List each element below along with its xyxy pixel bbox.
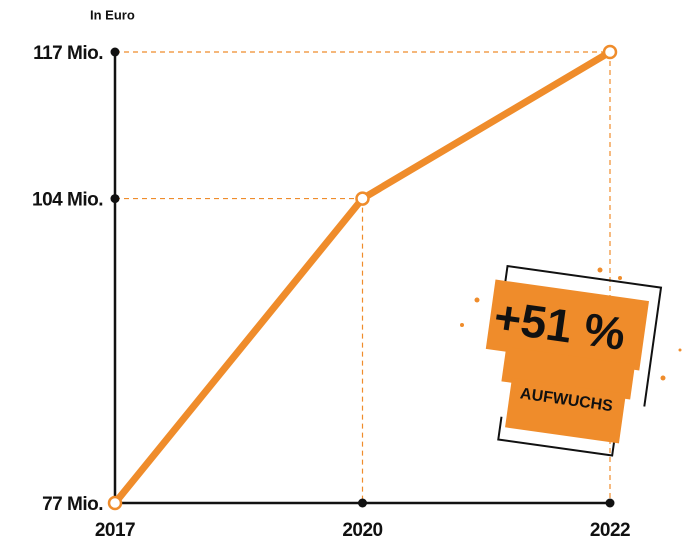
- decor-dot: [618, 276, 622, 280]
- badge: +51 % AUFWUCHS: [474, 265, 661, 459]
- point: [604, 46, 616, 58]
- point: [109, 497, 121, 509]
- decor-dot: [475, 298, 480, 303]
- y-tick-mark: [111, 194, 120, 203]
- decor-dot: [598, 268, 603, 273]
- chart: In Euro 77 Mio. 104 Mio. 117 Mio. 2017 2020 2…: [0, 0, 685, 548]
- x-tick-mark: [358, 499, 367, 508]
- x-tick-label: 2017: [95, 520, 135, 541]
- axis-unit: In Euro: [90, 7, 135, 22]
- y-tick-label: 117 Mio.: [33, 43, 103, 64]
- y-tick-label: 104 Mio.: [32, 190, 103, 211]
- decor-dot: [679, 349, 682, 352]
- point: [357, 193, 369, 205]
- y-tick-mark: [111, 48, 120, 57]
- decor-dot: [661, 376, 666, 381]
- x-tick-label: 2020: [342, 520, 382, 541]
- y-tick-label: 77 Mio.: [42, 494, 103, 515]
- x-tick-label: 2022: [590, 520, 630, 541]
- decor-dot: [460, 323, 464, 327]
- x-tick-mark: [606, 499, 615, 508]
